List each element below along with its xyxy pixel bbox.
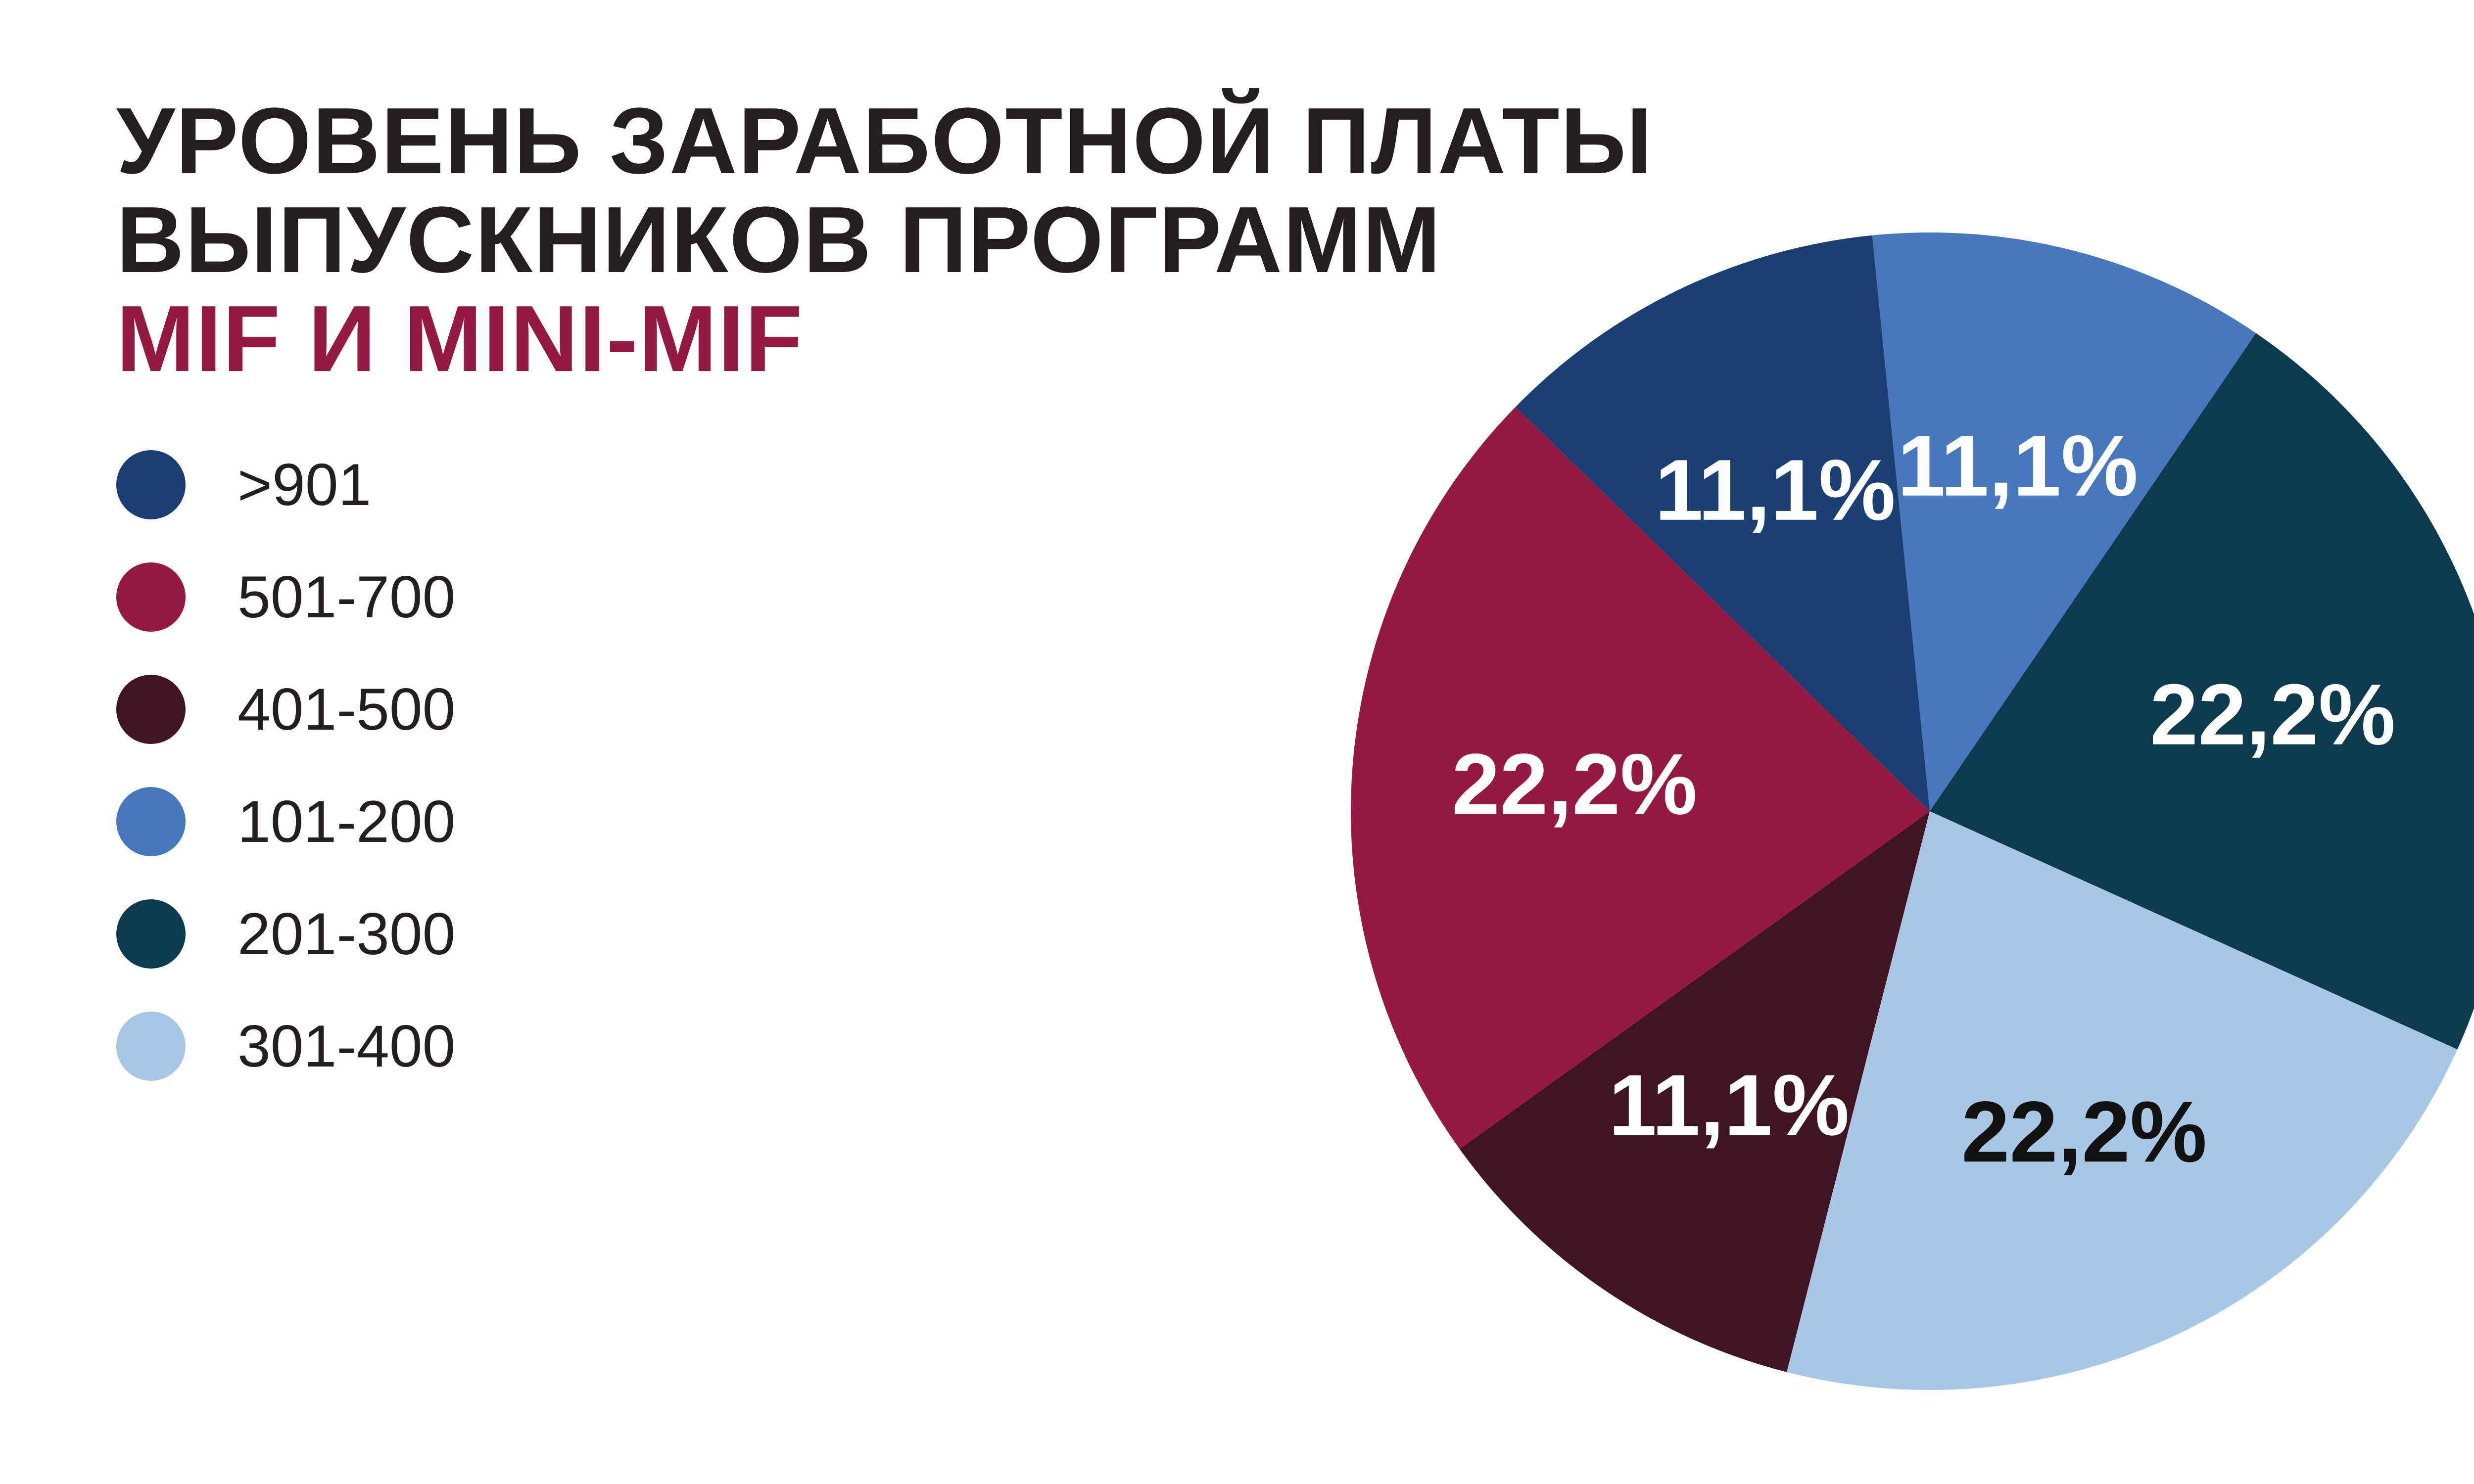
legend-swatch [116, 1012, 186, 1081]
chart-subtitle: MIF И MINI-MIF [116, 286, 804, 391]
slice-label-301-400: 22,2% [1961, 1084, 2207, 1180]
pie-slice-101-200 [1872, 232, 2256, 812]
legend-label: 401-500 [238, 676, 456, 742]
legend-label: >901 [238, 452, 372, 518]
chart-title: УРОВЕНЬ ЗАРАБОТНОЙ ПЛАТЫ ВЫПУСКНИКОВ ПРО… [116, 89, 1654, 391]
legend-swatch [116, 899, 186, 969]
legend-label: 501-700 [238, 564, 456, 630]
slice-label-201-300: 22,2% [2150, 667, 2395, 763]
legend-item: 401-500 [116, 672, 455, 746]
legend-swatch [116, 675, 186, 744]
slice-label-101-200: 11,1% [1898, 418, 2139, 514]
chart-legend: >901 501-700 401-500 101-200 201-300 301… [116, 448, 455, 1121]
legend-label: 201-300 [238, 901, 456, 967]
legend-item: 201-300 [116, 897, 455, 971]
pie-slice-201-300 [1930, 333, 2474, 1050]
pie-slice-301-400 [1787, 811, 2458, 1390]
legend-swatch [116, 787, 186, 856]
legend-label: 301-400 [238, 1013, 456, 1079]
legend-label: 101-200 [238, 788, 456, 855]
pie-slice-501-700 [1351, 407, 1930, 1149]
pie-slice->901 [1515, 235, 1930, 812]
chart-title-line-2: ВЫПУСКНИКОВ ПРОГРАММ [116, 187, 1442, 292]
slice-label-501-700: 22,2% [1452, 737, 1697, 833]
slice-label->901: 11,1% [1655, 442, 1896, 539]
chart-title-line-1: УРОВЕНЬ ЗАРАБОТНОЙ ПЛАТЫ [116, 89, 1654, 193]
legend-item: 101-200 [116, 785, 455, 859]
pie-slice-401-500 [1459, 811, 1930, 1372]
legend-item: 501-700 [116, 560, 455, 634]
slice-label-401-500: 11,1% [1609, 1057, 1850, 1154]
legend-swatch [116, 562, 186, 632]
pie-chart: 11,1% 22,2% 22,2% 11,1% 22,2% 11,1% [1351, 232, 2474, 1390]
legend-item: >901 [116, 448, 455, 522]
legend-item: 301-400 [116, 1009, 455, 1083]
legend-swatch [116, 450, 186, 519]
